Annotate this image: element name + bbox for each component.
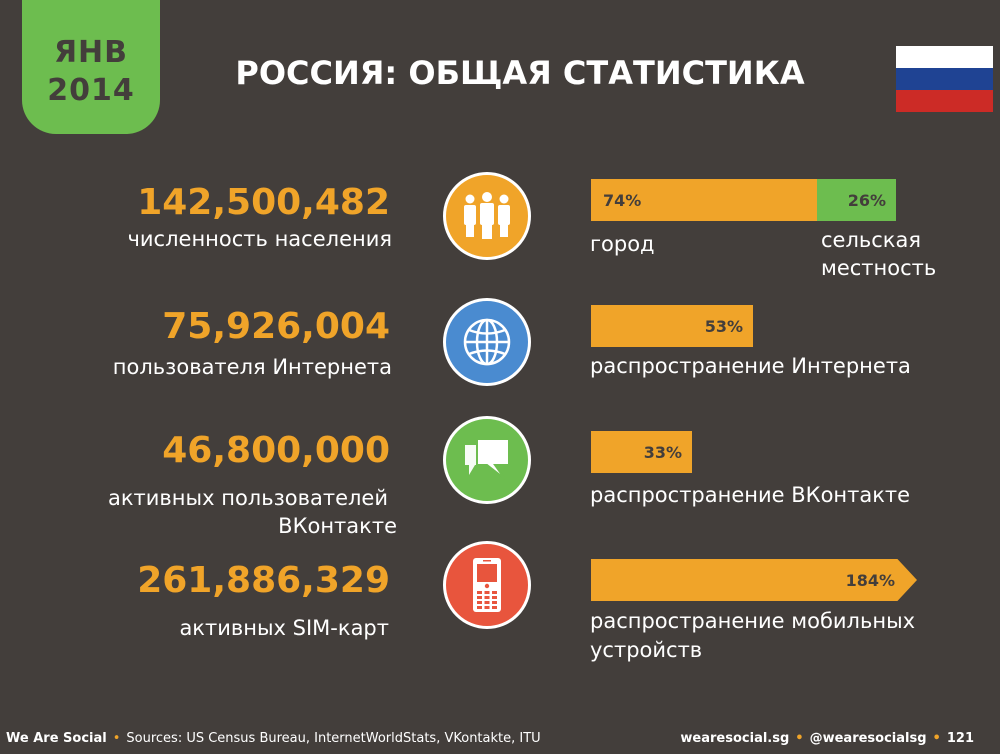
vkontakte-users-number: 46,800,000: [162, 430, 390, 471]
page-title: РОССИЯ: ОБЩАЯ СТАТИСТИКА: [235, 54, 805, 92]
chat-bubbles-icon: [443, 416, 531, 504]
mobile-penetration-percent: 184%: [845, 570, 895, 590]
sim-cards-label: активных SIM-карт: [179, 616, 389, 640]
rural-label-1: сельская: [821, 228, 921, 252]
footer-site-link[interactable]: wearesocial.sg: [680, 731, 790, 746]
mobile-penetration-bar: 184%: [591, 559, 917, 601]
mobile-phone-icon: [443, 541, 531, 629]
mobile-penetration-label-1: распространение мобильных: [590, 609, 916, 633]
date-year: 2014: [47, 73, 135, 108]
page-number: 121: [946, 731, 974, 746]
urban-percent: 74%: [603, 190, 642, 210]
separator-dot: •: [932, 731, 941, 746]
sim-cards-number: 261,886,329: [137, 560, 390, 601]
vkontakte-users-label-1: активных пользователей: [107, 486, 388, 510]
internet-users-number: 75,926,004: [162, 306, 390, 347]
internet-penetration-percent: 53%: [704, 316, 743, 336]
separator-dot: •: [795, 731, 804, 746]
footer-brand: We Are Social: [6, 731, 107, 746]
separator-dot: •: [112, 731, 121, 746]
vkontakte-penetration-label: распространение ВКонтакте: [590, 483, 911, 507]
people-icon: [443, 172, 531, 260]
mobile-penetration-label-2: устройств: [590, 638, 703, 662]
internet-users-label: пользователя Интернета: [112, 355, 392, 379]
population-number: 142,500,482: [137, 182, 390, 223]
footer-handle-link[interactable]: @wearesocialsg: [809, 731, 927, 746]
urban-bar: 74%: [591, 179, 817, 221]
footer-sources: We Are Social • Sources: US Census Bureau,…: [6, 731, 541, 746]
rural-label-2: местность: [821, 256, 937, 280]
rural-bar: 26%: [817, 179, 896, 221]
vkontakte-penetration-bar: 33%: [591, 431, 692, 473]
vkontakte-users-label-2: ВКонтакте: [278, 514, 397, 538]
date-month: ЯНВ: [53, 35, 129, 70]
population-label: численность населения: [127, 227, 393, 251]
russia-flag-icon: [896, 46, 993, 112]
footer-sources-text: Sources: US Census Bureau, InternetWorld…: [126, 731, 541, 746]
vkontakte-penetration-percent: 33%: [643, 442, 682, 462]
internet-penetration-bar: 53%: [591, 305, 753, 347]
internet-penetration-label: распространение Интернета: [590, 354, 911, 378]
urban-label: город: [590, 232, 655, 256]
footer-links: wearesocial.sg • @wearesocialsg • 121: [680, 731, 974, 746]
date-badge: ЯНВ 2014: [22, 0, 160, 134]
globe-icon: [443, 298, 531, 386]
rural-percent: 26%: [847, 190, 886, 210]
